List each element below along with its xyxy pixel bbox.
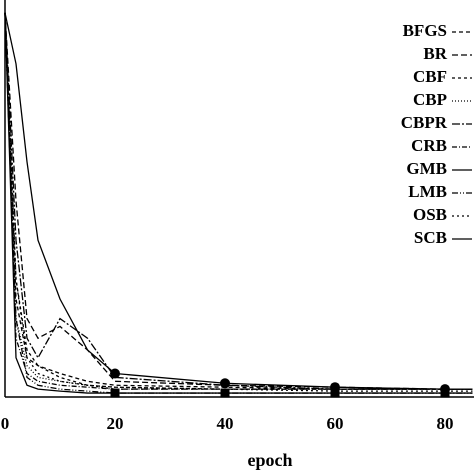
series-line bbox=[4, 12, 473, 390]
legend-label: CBP bbox=[413, 90, 447, 109]
marker bbox=[330, 388, 340, 398]
marker bbox=[110, 388, 120, 398]
legend-label: CBPR bbox=[401, 113, 448, 132]
legend-label: GMB bbox=[406, 159, 447, 178]
series-line bbox=[4, 12, 473, 394]
series-line bbox=[4, 12, 473, 392]
series-line bbox=[4, 12, 473, 390]
legend-label: LMB bbox=[408, 182, 447, 201]
legend-label: BR bbox=[423, 44, 447, 63]
x-tick-label: 20 bbox=[107, 414, 124, 433]
legend-label: OSB bbox=[413, 205, 447, 224]
series-line bbox=[4, 12, 473, 394]
series-line bbox=[4, 12, 473, 390]
x-tick-label: 0 bbox=[1, 414, 10, 433]
x-tick-label: 40 bbox=[217, 414, 234, 433]
legend-label: SCB bbox=[414, 228, 447, 247]
series-line bbox=[4, 12, 473, 390]
legend-label: CRB bbox=[411, 136, 447, 155]
marker bbox=[220, 388, 230, 398]
marker bbox=[110, 368, 120, 379]
x-axis-label: epoch bbox=[248, 450, 293, 470]
legend-label: CBF bbox=[413, 67, 447, 86]
series-line bbox=[4, 12, 473, 390]
x-tick-label: 80 bbox=[437, 414, 454, 433]
series-line bbox=[4, 12, 473, 390]
x-tick-label: 60 bbox=[327, 414, 344, 433]
series-line bbox=[4, 12, 473, 390]
marker bbox=[220, 378, 230, 389]
legend-label: BFGS bbox=[403, 21, 447, 40]
marker bbox=[440, 388, 450, 398]
